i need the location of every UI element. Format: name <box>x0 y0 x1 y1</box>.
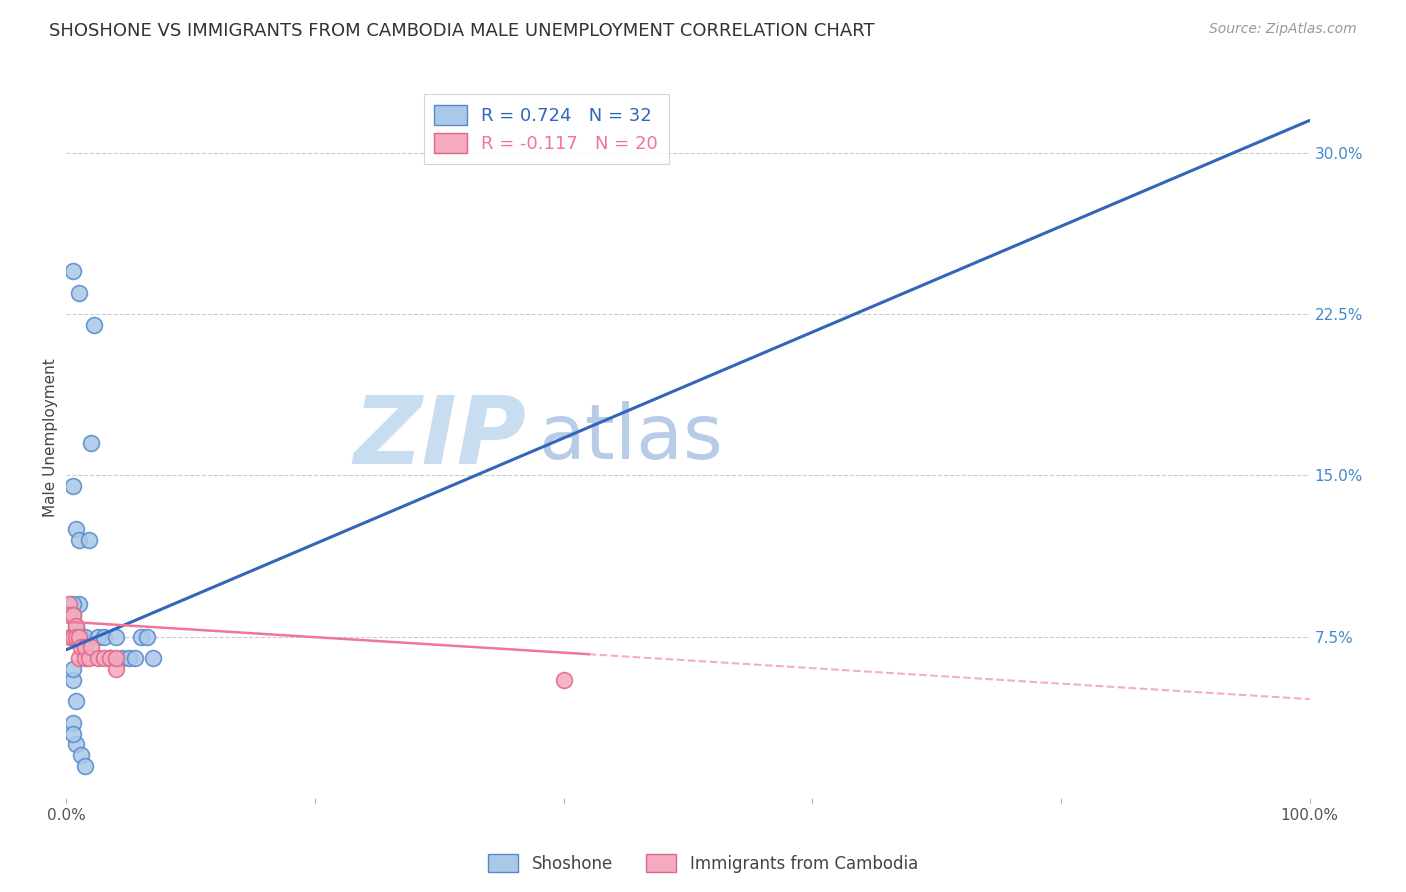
Point <box>62 726 84 740</box>
Point <box>62 608 84 623</box>
Point <box>80 436 103 450</box>
Point <box>93 630 115 644</box>
Point <box>117 651 139 665</box>
Point <box>80 640 103 655</box>
Text: atlas: atlas <box>538 401 724 475</box>
Point <box>75 630 97 644</box>
Legend: Shoshone, Immigrants from Cambodia: Shoshone, Immigrants from Cambodia <box>482 847 924 880</box>
Point <box>62 715 84 730</box>
Text: SHOSHONE VS IMMIGRANTS FROM CAMBODIA MALE UNEMPLOYMENT CORRELATION CHART: SHOSHONE VS IMMIGRANTS FROM CAMBODIA MAL… <box>49 22 875 40</box>
Point <box>62 662 84 676</box>
Point <box>65 694 87 708</box>
Point <box>136 630 159 644</box>
Point <box>67 533 90 547</box>
Point <box>62 264 84 278</box>
Point <box>98 651 121 665</box>
Point <box>62 598 84 612</box>
Point <box>65 619 87 633</box>
Point <box>58 608 80 623</box>
Point <box>129 630 152 644</box>
Point <box>59 630 82 644</box>
Text: ZIP: ZIP <box>353 392 526 483</box>
Y-axis label: Male Unemployment: Male Unemployment <box>44 359 58 517</box>
Point <box>65 619 87 633</box>
Point <box>70 640 93 655</box>
Point <box>83 318 105 332</box>
Point <box>62 479 84 493</box>
Point <box>70 747 93 762</box>
Point <box>124 651 146 665</box>
Point <box>77 533 100 547</box>
Point <box>86 630 108 644</box>
Point <box>77 651 100 665</box>
Point <box>75 759 97 773</box>
Point <box>65 522 87 536</box>
Point <box>70 630 93 644</box>
Point <box>67 598 90 612</box>
Point <box>62 608 84 623</box>
Point <box>105 651 128 665</box>
Point <box>67 651 90 665</box>
Point <box>62 673 84 687</box>
Legend: R = 0.724   N = 32, R = -0.117   N = 20: R = 0.724 N = 32, R = -0.117 N = 20 <box>423 94 669 164</box>
Point <box>105 662 128 676</box>
Point <box>75 651 97 665</box>
Point <box>98 651 121 665</box>
Point <box>75 640 97 655</box>
Point <box>65 630 87 644</box>
Point <box>105 630 128 644</box>
Text: Source: ZipAtlas.com: Source: ZipAtlas.com <box>1209 22 1357 37</box>
Point <box>58 598 80 612</box>
Point <box>553 673 575 687</box>
Point <box>65 737 87 751</box>
Point <box>62 630 84 644</box>
Point <box>111 651 134 665</box>
Point <box>142 651 165 665</box>
Point <box>67 285 90 300</box>
Point <box>67 630 90 644</box>
Point <box>93 651 115 665</box>
Point <box>86 651 108 665</box>
